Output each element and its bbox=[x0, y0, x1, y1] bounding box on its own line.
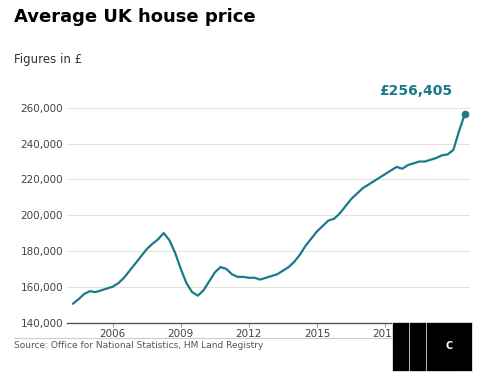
Text: C: C bbox=[445, 341, 453, 351]
Text: £256,405: £256,405 bbox=[379, 84, 452, 98]
Text: Figures in £: Figures in £ bbox=[14, 53, 83, 66]
Text: Source: Office for National Statistics, HM Land Registry: Source: Office for National Statistics, … bbox=[14, 341, 264, 350]
Text: Average UK house price: Average UK house price bbox=[14, 8, 256, 26]
Text: B: B bbox=[411, 341, 419, 351]
Text: B: B bbox=[428, 341, 436, 351]
